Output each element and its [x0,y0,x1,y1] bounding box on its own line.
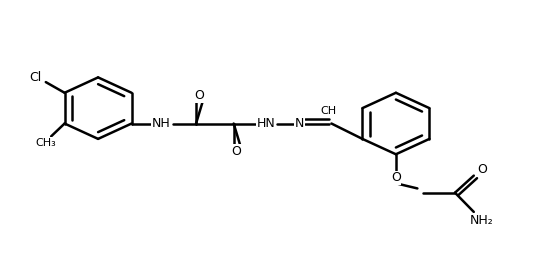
Text: O: O [391,171,401,184]
Text: Cl: Cl [29,71,41,84]
Text: HN: HN [256,117,275,130]
Text: CH: CH [321,106,337,116]
Text: O: O [194,89,204,102]
Text: NH₂: NH₂ [470,214,494,227]
Text: O: O [477,163,487,176]
Text: CH₃: CH₃ [36,138,56,148]
Text: O: O [232,145,241,158]
Text: N: N [294,117,304,130]
Text: NH: NH [152,117,171,130]
